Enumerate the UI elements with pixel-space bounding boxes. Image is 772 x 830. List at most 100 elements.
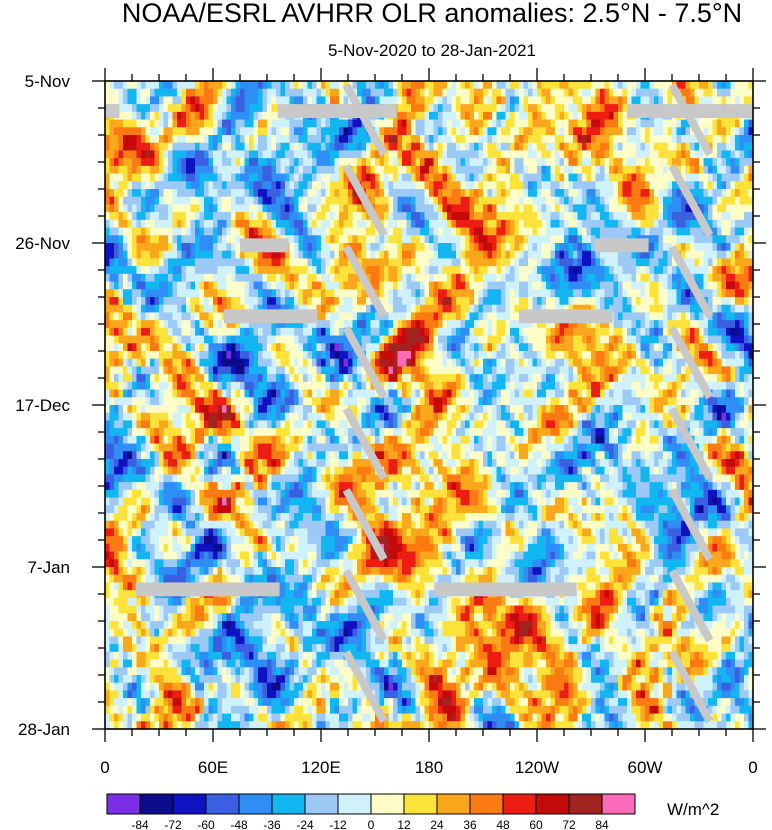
field-cell [186,88,192,98]
field-cell [447,273,453,283]
field-cell [478,289,484,298]
field-cell [150,142,156,152]
field-cell [447,335,453,344]
field-cell [568,304,574,314]
field-cell [573,243,579,252]
field-cell [177,96,183,105]
field-cell [604,88,610,98]
field-cell [213,142,219,152]
field-cell [582,196,588,206]
field-cell [145,165,151,175]
field-cell [690,158,696,167]
field-cell [739,96,745,105]
field-cell [294,165,300,175]
field-cell [505,297,511,306]
field-cell [199,165,205,175]
field-cell [208,212,214,221]
field-cell [577,304,583,314]
field-cell [141,81,147,90]
field-cell [190,227,196,236]
field-cell [348,127,354,136]
field-cell [429,135,435,144]
field-cell [325,196,331,206]
field-cell [442,196,448,206]
field-cell [244,212,250,221]
field-cell [114,327,120,337]
field-cell [600,250,606,260]
field-cell [559,127,565,136]
field-cell [415,343,421,352]
field-cell [132,219,138,229]
field-cell [402,181,408,190]
field-cell [577,165,583,175]
field-cell [519,165,525,175]
field-cell [640,135,646,144]
field-cell [640,81,646,90]
field-cell [397,297,403,306]
field-cell [640,181,646,190]
field-cell [177,142,183,152]
field-cell [393,219,399,229]
field-cell [217,196,223,206]
field-cell [631,196,637,206]
field-cell [528,142,534,152]
field-cell [240,320,246,329]
field-cell [429,81,435,90]
field-cell [154,111,160,121]
field-cell [226,266,232,275]
field-cell [564,173,570,182]
field-cell [721,96,727,105]
field-cell [685,250,691,260]
field-cell [721,142,727,152]
field-cell [469,289,475,298]
field-cell [141,227,147,236]
field-cell [384,196,390,206]
field-cell [537,320,543,329]
field-cell [105,119,111,128]
field-cell [267,281,273,290]
field-cell [276,96,282,105]
field-cell [460,204,466,213]
field-cell [145,343,151,352]
field-cell [600,304,606,314]
field-cell [555,165,561,175]
field-cell [555,204,561,213]
field-cell [528,204,534,213]
field-cell [370,335,376,344]
field-cell [249,111,255,121]
field-cell [154,266,160,275]
field-cell [168,173,174,182]
field-cell [726,165,732,175]
field-cell [631,320,637,329]
field-cell [312,281,318,290]
field-cell [744,297,750,306]
field-cell [159,250,165,260]
field-cell [645,304,651,314]
field-cell [217,219,223,229]
field-cell [339,81,345,90]
field-cell [730,281,736,290]
field-cell [654,258,660,267]
field-cell [730,235,736,244]
field-cell [451,96,457,105]
field-cell [730,173,736,182]
field-cell [465,304,471,314]
field-cell [586,142,592,152]
field-cell [199,235,205,244]
field-cell [370,304,376,314]
field-cell [375,312,381,321]
field-cell [132,142,138,152]
field-cell [663,250,669,260]
field-cell [541,88,547,98]
field-cell [577,119,583,128]
field-cell [249,297,255,306]
field-cell [348,158,354,167]
field-cell [199,181,205,190]
field-cell [631,266,637,275]
field-cell [600,165,606,175]
field-cell [739,81,745,90]
field-cell [361,250,367,260]
field-cell [550,289,556,298]
field-cell [519,235,525,244]
field-cell [667,204,673,213]
